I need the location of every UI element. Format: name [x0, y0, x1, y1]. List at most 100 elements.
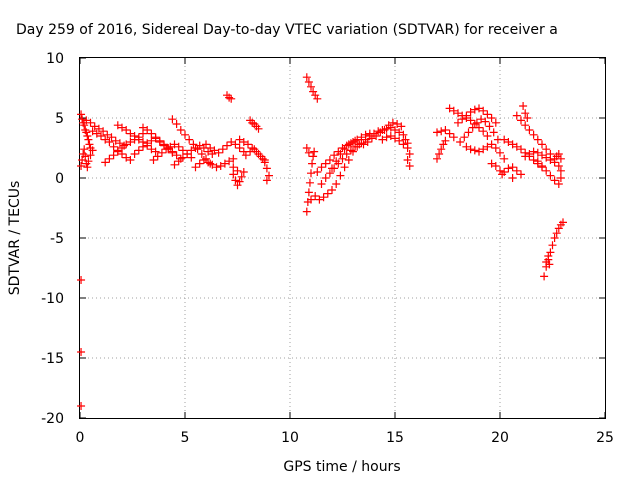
data-point	[155, 136, 164, 145]
data-point	[262, 176, 271, 185]
data-point	[475, 147, 483, 156]
data-point	[241, 151, 250, 160]
x-tick-label: 20	[491, 430, 509, 446]
data-point	[115, 139, 124, 148]
data-point	[111, 136, 120, 145]
data-point	[321, 174, 330, 182]
data-point	[508, 163, 517, 172]
data-point	[477, 115, 486, 124]
data-point	[229, 170, 238, 179]
data-point	[193, 145, 202, 154]
data-point	[260, 156, 269, 164]
data-point	[147, 136, 156, 145]
data-point	[456, 138, 465, 146]
data-point	[466, 116, 475, 125]
data-point	[313, 94, 322, 103]
data-point	[525, 126, 534, 134]
data-point	[399, 130, 408, 139]
data-point	[239, 138, 248, 146]
data-point	[353, 142, 362, 151]
data-point	[529, 147, 538, 156]
data-point	[304, 148, 313, 157]
data-point	[479, 145, 488, 154]
data-point	[533, 135, 542, 144]
data-point	[517, 116, 525, 125]
data-point	[470, 105, 479, 114]
data-point	[458, 115, 467, 124]
data-point	[529, 130, 538, 139]
data-point	[191, 163, 200, 172]
data-point	[552, 229, 561, 238]
data-point	[372, 132, 381, 140]
data-point	[500, 135, 509, 144]
data-point	[330, 151, 339, 160]
data-point	[466, 145, 475, 154]
data-point	[107, 133, 116, 142]
data-point	[353, 135, 362, 144]
data-point	[556, 174, 565, 182]
data-point	[323, 189, 332, 198]
y-tick-label: -20	[41, 411, 64, 427]
data-point	[80, 121, 89, 130]
data-point	[84, 135, 93, 144]
data-point	[126, 129, 135, 138]
data-point	[168, 147, 177, 156]
data-point	[512, 142, 521, 151]
data-point	[307, 169, 315, 178]
data-point	[174, 142, 183, 151]
data-point	[491, 144, 500, 152]
data-point	[521, 152, 530, 161]
data-point	[126, 156, 135, 164]
data-point	[216, 162, 225, 170]
data-point	[349, 138, 357, 146]
data-point	[445, 104, 454, 113]
data-point	[311, 192, 320, 200]
data-point	[500, 154, 509, 163]
data-point	[556, 166, 565, 175]
data-point	[344, 156, 353, 164]
data-point	[437, 127, 446, 136]
data-point	[391, 134, 399, 143]
data-point	[538, 151, 546, 160]
data-point	[481, 117, 490, 126]
data-point	[233, 181, 242, 190]
data-point	[149, 156, 158, 164]
data-point	[199, 156, 208, 164]
data-point	[310, 147, 319, 156]
data-point	[244, 140, 252, 149]
data-point	[545, 260, 554, 269]
data-point	[395, 128, 404, 137]
axis-ticks: 0 5 10 15 20 25 -20 -15 -10 -5 0 5 10	[41, 51, 614, 446]
data-point	[151, 147, 160, 156]
data-point	[212, 163, 221, 172]
data-point	[311, 91, 320, 100]
data-point	[508, 174, 517, 182]
data-point	[508, 140, 517, 149]
data-point	[519, 102, 528, 110]
data-point	[313, 168, 322, 176]
data-point	[130, 132, 139, 140]
data-point	[542, 166, 551, 175]
data-point	[500, 168, 509, 176]
data-point	[332, 157, 341, 166]
data-point	[233, 166, 242, 175]
data-point	[92, 129, 101, 138]
data-point	[433, 128, 441, 137]
data-point	[80, 145, 89, 154]
data-point	[479, 127, 488, 136]
data-point	[308, 159, 317, 168]
data-point	[103, 130, 112, 139]
data-point	[166, 142, 175, 151]
data-point	[109, 142, 118, 151]
data-point	[466, 108, 475, 116]
data-point	[105, 138, 114, 146]
data-point	[340, 163, 349, 172]
data-point	[143, 126, 152, 134]
data-point	[118, 123, 126, 132]
data-point	[309, 152, 318, 161]
data-point	[487, 159, 496, 168]
y-tick-label: -15	[41, 351, 64, 367]
data-point	[550, 158, 559, 167]
data-point	[359, 140, 368, 149]
data-point	[542, 145, 551, 154]
